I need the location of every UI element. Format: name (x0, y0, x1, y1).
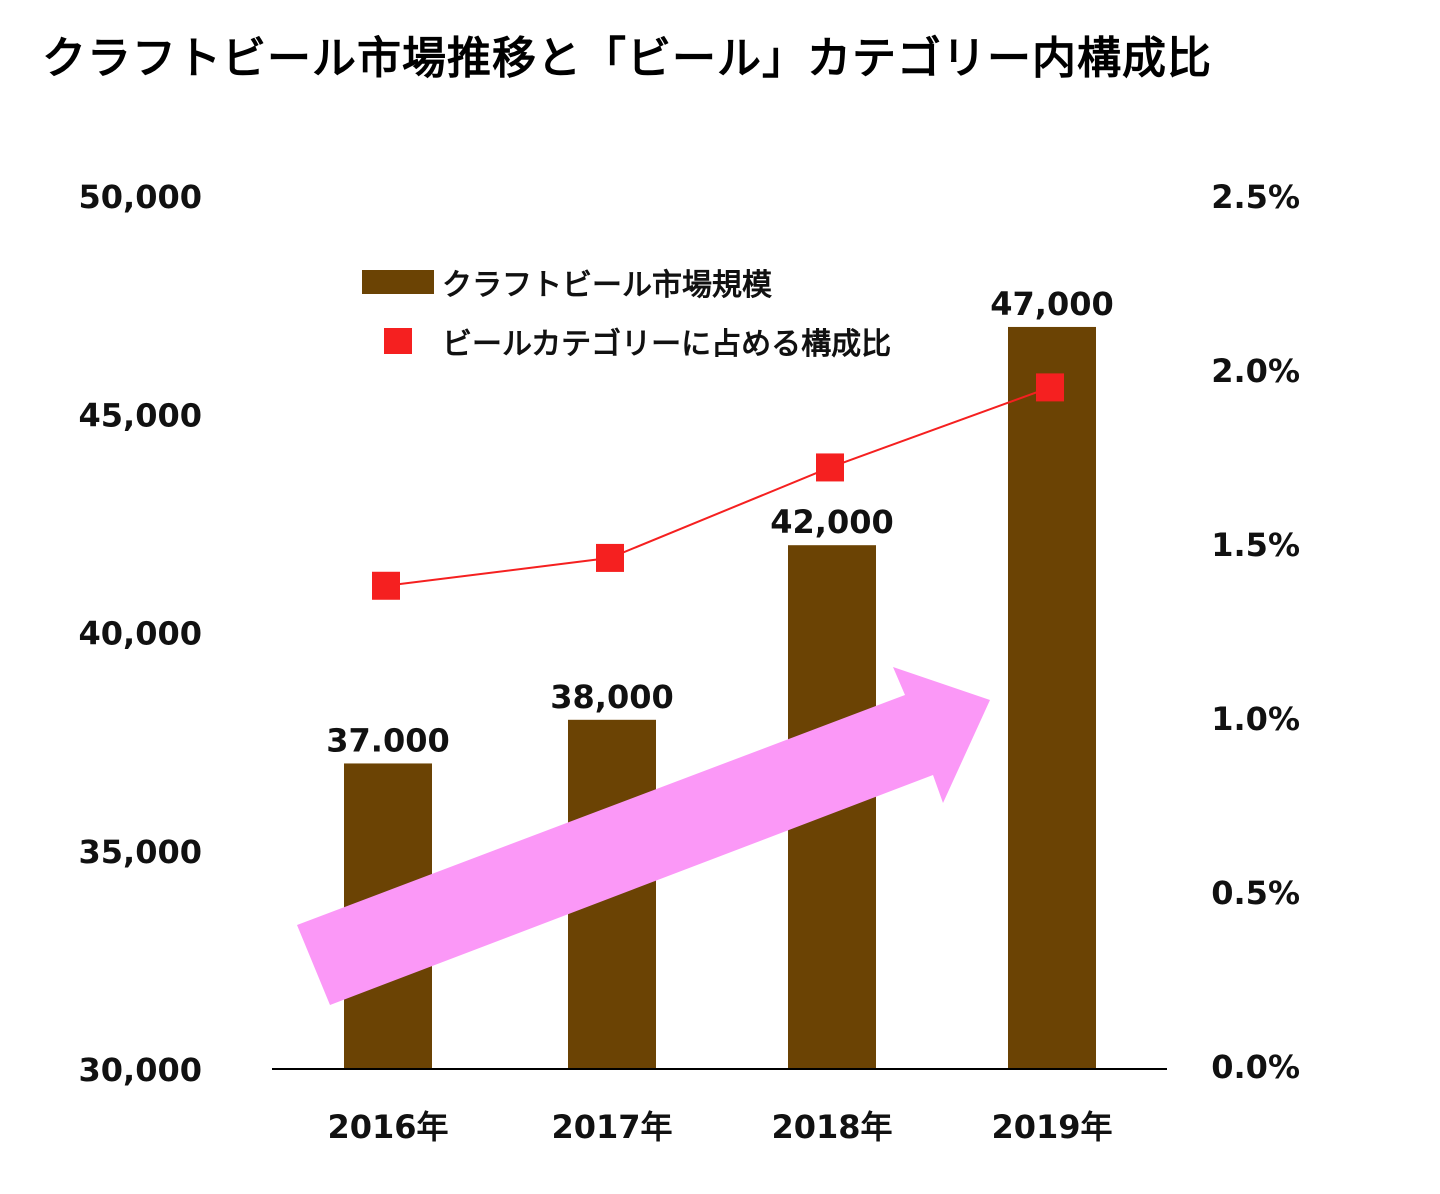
x-tick-label: 2016年 (327, 1108, 448, 1146)
right-axis-tick: 0.0% (1211, 1048, 1300, 1086)
left-axis-tick: 30,000 (79, 1051, 202, 1089)
share-line (385, 386, 1051, 587)
left-axis-tick: 40,000 (79, 615, 202, 653)
legend-line-label: ビールカテゴリーに占める構成比 (442, 327, 891, 362)
left-axis-tick: 35,000 (79, 833, 202, 871)
right-axis-tick: 0.5% (1211, 874, 1300, 912)
right-axis-tick: 2.5% (1211, 178, 1300, 216)
right-axis-tick: 1.0% (1211, 700, 1300, 738)
right-axis-tick: 1.5% (1211, 526, 1300, 564)
x-tick-label: 2017年 (551, 1108, 672, 1146)
growth-arrow-shape (297, 667, 990, 1005)
growth-arrow (297, 667, 990, 1005)
share-marker-2018年 (816, 453, 844, 482)
share-marker-2017年 (596, 543, 624, 572)
legend-bar-swatch (362, 270, 434, 294)
share-marker-2019年 (1036, 373, 1064, 402)
left-axis-tick: 45,000 (79, 396, 202, 434)
share-marker-2016年 (372, 571, 400, 600)
legend-bar-label: クラフトビール市場規模 (442, 268, 772, 303)
bar-value-label: 38,000 (550, 678, 673, 716)
bar-2019年 (1008, 326, 1096, 1069)
bar-value-label: 47,000 (990, 285, 1113, 323)
left-axis-tick: 50,000 (79, 178, 202, 216)
chart-title: クラフトビール市場推移と「ビール」カテゴリー内構成比 (42, 33, 1212, 84)
x-tick-label: 2019年 (991, 1108, 1112, 1146)
legend-line-swatch (384, 328, 412, 354)
right-axis-tick: 2.0% (1211, 352, 1300, 390)
legend: クラフトビール市場規模 ビールカテゴリーに占める構成比 (362, 268, 891, 362)
x-tick-label: 2018年 (771, 1108, 892, 1146)
bar-value-label: 37.000 (326, 721, 449, 759)
bar-value-label: 42,000 (770, 503, 893, 541)
